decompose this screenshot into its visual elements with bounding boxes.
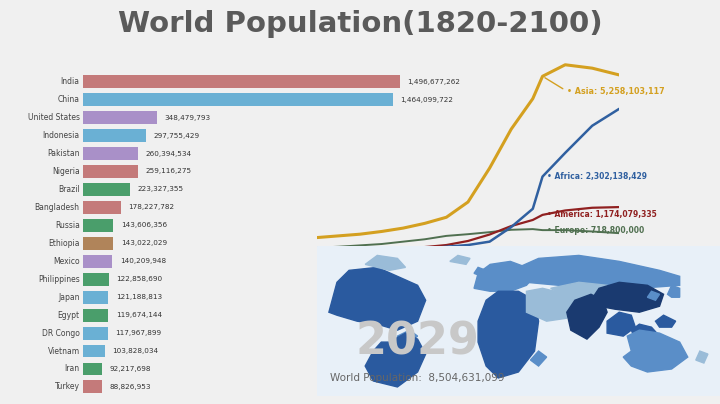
Text: 143,022,029: 143,022,029 bbox=[121, 240, 167, 246]
Text: Brazil: Brazil bbox=[58, 185, 80, 194]
Polygon shape bbox=[329, 267, 426, 330]
Polygon shape bbox=[531, 351, 546, 366]
Polygon shape bbox=[365, 255, 405, 270]
Polygon shape bbox=[397, 330, 418, 342]
Polygon shape bbox=[667, 285, 680, 297]
Polygon shape bbox=[365, 333, 426, 387]
Polygon shape bbox=[478, 291, 539, 378]
Polygon shape bbox=[631, 324, 660, 342]
Polygon shape bbox=[474, 261, 534, 291]
Text: 140,209,948: 140,209,948 bbox=[120, 258, 166, 264]
Bar bbox=[83, 75, 400, 88]
Text: Turkey: Turkey bbox=[55, 383, 80, 391]
Polygon shape bbox=[655, 315, 675, 327]
Bar bbox=[83, 219, 113, 232]
Text: • Europe: 718,800,000: • Europe: 718,800,000 bbox=[547, 225, 644, 235]
Bar bbox=[83, 165, 138, 178]
Text: 92,217,698: 92,217,698 bbox=[110, 366, 151, 372]
Text: 259,116,275: 259,116,275 bbox=[145, 168, 192, 175]
Text: 260,394,534: 260,394,534 bbox=[145, 151, 192, 156]
Text: 143,606,356: 143,606,356 bbox=[121, 222, 167, 228]
Text: • Africa: 2,302,138,429: • Africa: 2,302,138,429 bbox=[547, 172, 647, 181]
Text: Iran: Iran bbox=[65, 364, 80, 373]
Text: 119,674,144: 119,674,144 bbox=[116, 312, 162, 318]
Bar bbox=[83, 273, 109, 286]
Bar bbox=[83, 309, 108, 322]
Bar bbox=[83, 326, 108, 339]
Text: • Asia: 5,258,103,117: • Asia: 5,258,103,117 bbox=[567, 87, 665, 96]
Text: 297,755,429: 297,755,429 bbox=[153, 133, 199, 139]
Text: 117,967,899: 117,967,899 bbox=[115, 330, 161, 336]
Text: Indonesia: Indonesia bbox=[42, 131, 80, 140]
Text: China: China bbox=[58, 95, 80, 104]
Text: 121,188,813: 121,188,813 bbox=[116, 294, 162, 300]
Bar bbox=[83, 345, 105, 358]
Text: Russia: Russia bbox=[55, 221, 80, 230]
Text: Bangladesh: Bangladesh bbox=[35, 203, 80, 212]
Text: Vietnam: Vietnam bbox=[48, 347, 80, 356]
Text: DR Congo: DR Congo bbox=[42, 328, 80, 338]
Text: • America: 1,174,079,335: • America: 1,174,079,335 bbox=[547, 210, 657, 219]
Polygon shape bbox=[607, 312, 635, 336]
Bar bbox=[83, 129, 146, 142]
Text: India: India bbox=[60, 77, 80, 86]
Text: Pakistan: Pakistan bbox=[47, 149, 80, 158]
Text: World Population:  8,504,631,099: World Population: 8,504,631,099 bbox=[330, 373, 505, 383]
Text: 178,227,782: 178,227,782 bbox=[128, 204, 174, 210]
Text: 348,479,793: 348,479,793 bbox=[164, 115, 210, 121]
Text: 88,826,953: 88,826,953 bbox=[109, 384, 150, 390]
Bar bbox=[83, 381, 102, 393]
Text: Ethiopia: Ethiopia bbox=[48, 239, 80, 248]
Text: Philippines: Philippines bbox=[38, 275, 80, 284]
Polygon shape bbox=[450, 255, 470, 264]
Text: Mexico: Mexico bbox=[53, 257, 80, 266]
Text: World Population(1820-2100): World Population(1820-2100) bbox=[117, 10, 603, 38]
Text: 122,858,690: 122,858,690 bbox=[117, 276, 163, 282]
Polygon shape bbox=[551, 282, 619, 300]
Bar bbox=[83, 237, 113, 250]
Bar bbox=[83, 291, 109, 304]
Bar bbox=[83, 147, 138, 160]
Text: 223,327,355: 223,327,355 bbox=[138, 186, 184, 192]
Polygon shape bbox=[567, 294, 607, 339]
Polygon shape bbox=[591, 282, 664, 312]
Bar bbox=[83, 201, 120, 214]
Polygon shape bbox=[624, 330, 688, 372]
Bar bbox=[83, 183, 130, 196]
Text: Japan: Japan bbox=[58, 292, 80, 302]
Text: 2029: 2029 bbox=[356, 321, 480, 364]
Text: • Oceania: 55,357,517: • Oceania: 55,357,517 bbox=[547, 248, 642, 257]
Polygon shape bbox=[474, 267, 486, 276]
Polygon shape bbox=[317, 246, 720, 396]
Text: United States: United States bbox=[27, 113, 80, 122]
Bar bbox=[83, 93, 392, 106]
Polygon shape bbox=[526, 288, 579, 321]
Bar bbox=[83, 362, 102, 375]
Polygon shape bbox=[518, 255, 680, 288]
Text: Egypt: Egypt bbox=[58, 311, 80, 320]
Text: 1,464,099,722: 1,464,099,722 bbox=[400, 97, 454, 103]
Bar bbox=[83, 111, 156, 124]
Bar bbox=[83, 255, 112, 268]
Text: Nigeria: Nigeria bbox=[52, 167, 80, 176]
Text: 1,496,677,262: 1,496,677,262 bbox=[408, 79, 460, 85]
Polygon shape bbox=[647, 291, 660, 300]
Polygon shape bbox=[696, 351, 708, 363]
Text: 103,828,034: 103,828,034 bbox=[112, 348, 158, 354]
